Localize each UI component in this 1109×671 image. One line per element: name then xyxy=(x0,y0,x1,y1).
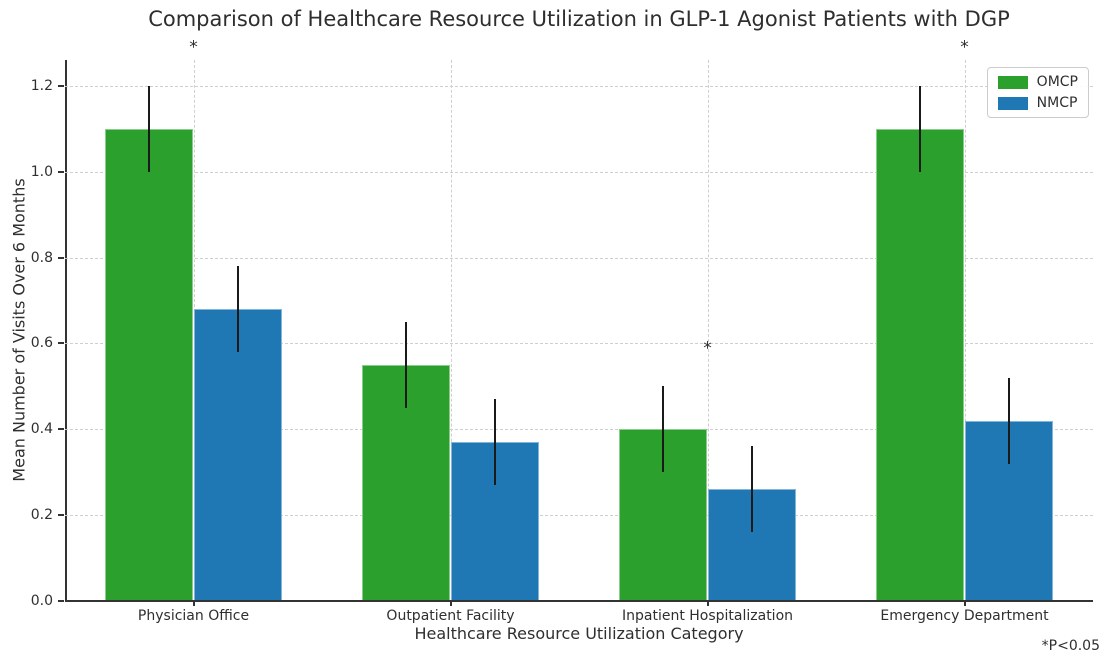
legend: OMCP NMCP xyxy=(986,67,1089,118)
bar-omcp-0 xyxy=(104,128,194,601)
legend-item-omcp: OMCP xyxy=(997,74,1078,90)
p-value-note: *P<0.05 xyxy=(1041,638,1100,654)
significance-asterisk-0: * xyxy=(189,37,198,58)
horizontal-gridline xyxy=(65,171,1093,173)
error-bar-nmcp-0 xyxy=(236,266,239,352)
plot-area: OMCP NMCP 0.0 0.2 0.4 0.6 0.8 1.0 1.2 Physician … xyxy=(31,39,1093,624)
significance-asterisk-2: * xyxy=(960,37,969,58)
bar-omcp-3 xyxy=(875,128,965,601)
y-tick-mark xyxy=(58,342,64,345)
y-tick-label: 1.2 xyxy=(30,77,53,94)
legend-label: NMCP xyxy=(1036,95,1078,111)
y-tick-mark xyxy=(58,84,64,87)
x-tick-label: Outpatient Facility xyxy=(386,608,515,624)
chart-title: Comparison of Healthcare Resource Utiliz… xyxy=(148,7,1010,31)
legend-label: OMCP xyxy=(1036,74,1078,90)
y-tick-label: 0.6 xyxy=(30,335,53,352)
y-tick-mark xyxy=(58,514,64,517)
error-bar-omcp-1 xyxy=(405,321,408,408)
legend-swatch-omcp xyxy=(997,75,1028,89)
y-tick-label: 0.0 xyxy=(30,593,53,609)
error-bar-omcp-2 xyxy=(662,386,665,473)
x-axis-spine xyxy=(65,600,1093,602)
bar-nmcp-0 xyxy=(193,309,283,601)
horizontal-gridline xyxy=(65,85,1093,87)
vertical-gridline xyxy=(450,60,452,601)
x-tick-label: Physician Office xyxy=(137,608,250,624)
y-tick-mark xyxy=(58,600,64,602)
y-axis-label: Mean Number of Visits Over 6 Months xyxy=(9,178,29,482)
y-tick-label: 0.8 xyxy=(30,249,53,266)
error-bar-omcp-0 xyxy=(148,85,151,172)
x-tick-mark xyxy=(706,601,709,606)
vertical-gridline xyxy=(964,60,966,601)
y-tick-mark xyxy=(58,428,64,431)
y-tick-mark xyxy=(58,256,64,259)
horizontal-gridline xyxy=(65,515,1093,517)
legend-swatch-nmcp xyxy=(997,96,1028,110)
bar-nmcp-2 xyxy=(707,489,797,601)
horizontal-gridline xyxy=(65,429,1093,431)
x-axis-label: Healthcare Resource Utilization Category xyxy=(414,624,744,643)
error-bar-omcp-3 xyxy=(919,85,922,172)
error-bar-nmcp-3 xyxy=(1007,377,1010,464)
y-tick-label: 0.4 xyxy=(30,421,53,438)
legend-item-nmcp: NMCP xyxy=(997,95,1078,111)
y-axis-spine xyxy=(65,60,67,601)
x-tick-label: Inpatient Hospitalization xyxy=(621,608,794,624)
error-bar-nmcp-2 xyxy=(750,446,753,533)
x-tick-label: Emergency Department xyxy=(880,608,1049,624)
x-tick-mark xyxy=(192,601,195,606)
error-bar-nmcp-1 xyxy=(493,399,496,486)
vertical-gridline xyxy=(707,60,709,601)
x-tick-mark xyxy=(449,601,452,606)
horizontal-gridline xyxy=(65,257,1093,259)
y-tick-mark xyxy=(58,170,64,173)
y-tick-label: 1.0 xyxy=(30,163,53,180)
y-tick-label: 0.2 xyxy=(30,507,53,524)
significance-asterisk-1: * xyxy=(703,338,712,359)
x-tick-mark xyxy=(963,601,966,606)
horizontal-gridline xyxy=(65,343,1093,345)
